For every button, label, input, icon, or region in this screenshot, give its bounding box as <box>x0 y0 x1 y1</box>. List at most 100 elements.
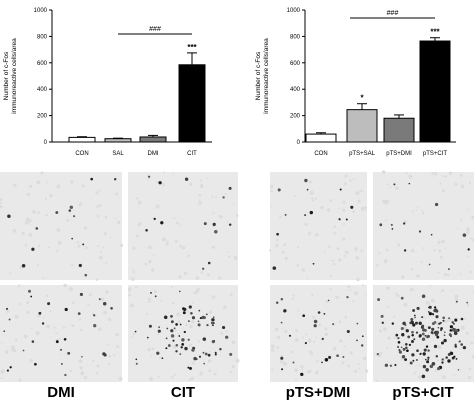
texture-speck <box>132 246 136 250</box>
texture-speck <box>349 288 352 291</box>
texture-speck <box>442 175 445 178</box>
cfos-positive-cell <box>342 356 345 358</box>
cfos-positive-cell <box>414 316 416 319</box>
texture-speck <box>211 295 216 299</box>
cfos-positive-cell <box>145 229 148 232</box>
texture-speck <box>151 347 155 351</box>
chart-1: 0 200 400 600 800 1000 Number of c-Fosimmunore… <box>3 8 212 157</box>
cfos-positive-cell <box>441 361 444 364</box>
texture-speck <box>17 302 21 306</box>
cfos-positive-cell <box>397 345 400 349</box>
cfos-positive-cell <box>454 345 457 348</box>
texture-speck <box>162 171 165 174</box>
texture-speck <box>166 240 169 244</box>
y-tick-label: 400 <box>37 87 48 93</box>
cfos-positive-cell <box>202 351 205 354</box>
cfos-positive-cell <box>405 329 409 333</box>
texture-speck <box>429 284 432 287</box>
texture-speck <box>44 197 48 200</box>
cfos-positive-cell <box>338 218 341 221</box>
cfos-positive-cell <box>442 319 445 322</box>
cfos-positive-cell <box>272 266 277 270</box>
texture-speck <box>95 372 98 375</box>
texture-speck <box>45 294 49 297</box>
cfos-positive-cell <box>336 354 339 358</box>
cfos-positive-cell <box>433 344 438 349</box>
cfos-positive-cell <box>346 295 349 299</box>
cfos-positive-cell <box>64 373 67 377</box>
cfos-positive-cell <box>380 314 384 318</box>
texture-speck <box>466 255 469 258</box>
cfos-positive-cell <box>276 232 279 236</box>
texture-speck <box>421 212 425 215</box>
cfos-positive-cell <box>34 362 37 366</box>
texture-speck <box>325 300 329 304</box>
texture-speck <box>35 331 40 336</box>
texture-speck <box>53 326 56 329</box>
cfos-positive-cell <box>7 214 11 219</box>
cfos-positive-cell <box>38 311 42 315</box>
texture-speck <box>460 184 465 189</box>
cfos-positive-cell <box>401 355 406 359</box>
texture-speck <box>198 194 202 197</box>
texture-speck <box>460 347 462 350</box>
texture-speck <box>348 178 351 181</box>
texture-speck <box>103 310 107 315</box>
cfos-positive-cell <box>429 364 434 369</box>
micrograph-panel: pTS+DMI <box>270 284 369 401</box>
texture-speck <box>389 186 392 189</box>
cfos-positive-cell <box>210 321 214 325</box>
cfos-positive-cell <box>150 292 152 294</box>
texture-speck <box>100 297 105 302</box>
texture-speck <box>177 332 180 335</box>
texture-speck <box>331 259 335 262</box>
cfos-positive-cell <box>466 301 469 304</box>
cfos-positive-cell <box>157 329 161 333</box>
texture-speck <box>339 339 343 343</box>
texture-speck <box>352 210 356 213</box>
texture-speck <box>386 305 389 308</box>
texture-speck <box>324 332 328 337</box>
cfos-positive-cell <box>102 352 106 356</box>
cfos-positive-cell <box>455 357 458 360</box>
texture-speck <box>171 301 175 305</box>
cfos-positive-cell <box>313 319 318 324</box>
cfos-positive-cell <box>408 343 412 347</box>
texture-speck <box>421 209 424 212</box>
texture-speck <box>0 205 3 209</box>
texture-speck <box>179 244 182 248</box>
cfos-positive-cell <box>422 352 426 356</box>
texture-speck <box>197 340 201 343</box>
texture-speck <box>355 250 358 253</box>
texture-speck <box>76 240 80 244</box>
texture-speck <box>157 375 160 378</box>
texture-speck <box>315 336 318 339</box>
cfos-positive-cell <box>207 353 211 357</box>
cfos-positive-cell <box>153 217 156 221</box>
cfos-positive-cell <box>283 309 287 313</box>
texture-speck <box>362 356 367 361</box>
texture-speck <box>292 294 295 297</box>
texture-speck <box>311 293 314 297</box>
texture-speck <box>56 228 61 232</box>
bar-pts-dmi <box>383 117 415 143</box>
texture-speck <box>417 206 419 209</box>
texture-speck <box>115 332 119 337</box>
texture-speck <box>208 310 213 314</box>
cfos-positive-cell <box>412 323 416 327</box>
texture-speck <box>352 178 355 181</box>
texture-speck <box>171 376 174 379</box>
texture-speck <box>385 248 389 252</box>
texture-speck <box>187 310 190 313</box>
texture-speck <box>324 327 328 331</box>
texture-speck <box>385 199 390 204</box>
texture-speck <box>384 259 387 262</box>
chart-2: 0 200 400 600 800 1000 Number of c-Fosimmunore… <box>255 8 456 157</box>
texture-speck <box>329 274 332 277</box>
cfos-positive-cell <box>207 261 211 265</box>
cfos-positive-cell <box>212 316 215 319</box>
texture-speck <box>158 356 162 359</box>
texture-speck <box>70 180 74 184</box>
texture-speck <box>395 186 399 190</box>
texture-speck <box>411 210 414 213</box>
